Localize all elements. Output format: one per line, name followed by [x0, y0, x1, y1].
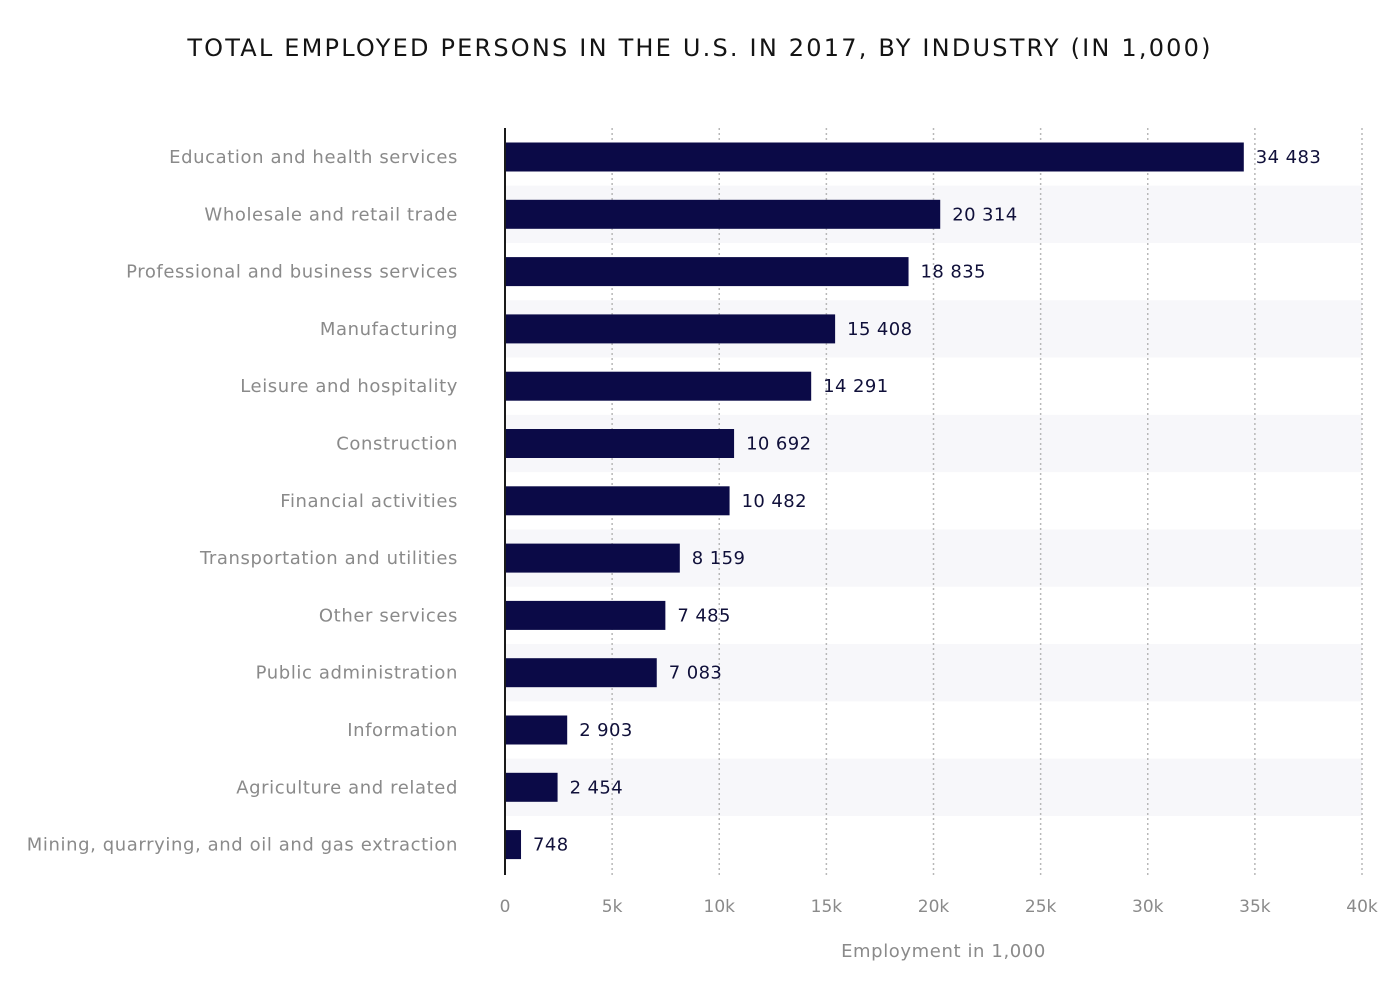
category-label: Construction	[336, 434, 458, 455]
bar	[505, 772, 558, 802]
data-label: 14 291	[823, 376, 888, 397]
data-label: 10 482	[742, 491, 807, 512]
bar	[505, 600, 666, 630]
category-labels-group: Education and health services Wholesale a…	[27, 147, 458, 856]
bar	[505, 142, 1244, 172]
bar	[505, 429, 735, 458]
bar	[505, 199, 941, 229]
bar	[505, 371, 812, 401]
chart-title: TOTAL EMPLOYED PERSONS IN THE U.S. IN 20…	[187, 34, 1213, 62]
x-tick-label: 40k	[1346, 897, 1378, 917]
category-label: Financial activities	[280, 491, 458, 512]
category-label: Education and health services	[169, 147, 458, 168]
x-tick-label: 35k	[1239, 897, 1271, 917]
data-label: 10 692	[746, 434, 811, 455]
x-tick-label: 30k	[1132, 897, 1164, 917]
bar	[505, 486, 730, 516]
x-tick-label: 15k	[811, 897, 843, 917]
category-label: Leisure and hospitality	[240, 376, 458, 397]
data-label: 18 835	[921, 262, 986, 283]
data-label: 7 485	[677, 605, 731, 626]
x-axis-title: Employment in 1,000	[841, 941, 1046, 962]
value-labels-group: 34 483 20 314 18 835 15 408 14 291 10 692 10 4…	[533, 147, 1321, 856]
data-label: 20 314	[952, 204, 1017, 225]
data-label: 748	[533, 835, 569, 856]
bar	[505, 715, 568, 745]
bar	[505, 257, 909, 287]
x-tick-label: 5k	[602, 897, 623, 917]
category-label: Wholesale and retail trade	[204, 204, 458, 225]
x-tick-label: 10k	[704, 897, 736, 917]
bars-group	[505, 142, 1244, 860]
bar	[505, 314, 836, 344]
data-label: 7 083	[669, 663, 723, 684]
data-label: 2 903	[579, 720, 633, 741]
category-label: Professional and business services	[126, 262, 458, 283]
category-label: Information	[347, 720, 458, 741]
category-label: Other services	[319, 605, 458, 626]
category-label: Agriculture and related	[236, 777, 458, 798]
x-tick-labels-group: 0 5k 10k 15k 20k 25k 30k 35k 40k	[500, 897, 1378, 917]
bar	[505, 658, 657, 688]
data-label: 2 454	[570, 777, 624, 798]
data-label: 34 483	[1256, 147, 1321, 168]
row-shade	[505, 758, 1362, 816]
x-tick-label: 25k	[1025, 897, 1057, 917]
bar	[505, 543, 680, 573]
data-label: 15 408	[847, 319, 912, 340]
x-tick-label: 20k	[918, 897, 950, 917]
data-label: 8 159	[692, 548, 746, 569]
category-label: Manufacturing	[320, 319, 458, 340]
category-label: Mining, quarrying, and oil and gas extra…	[27, 835, 458, 856]
x-tick-label: 0	[500, 897, 511, 917]
category-label: Public administration	[256, 663, 458, 684]
bar	[505, 830, 522, 860]
category-label: Transportation and utilities	[199, 548, 458, 569]
